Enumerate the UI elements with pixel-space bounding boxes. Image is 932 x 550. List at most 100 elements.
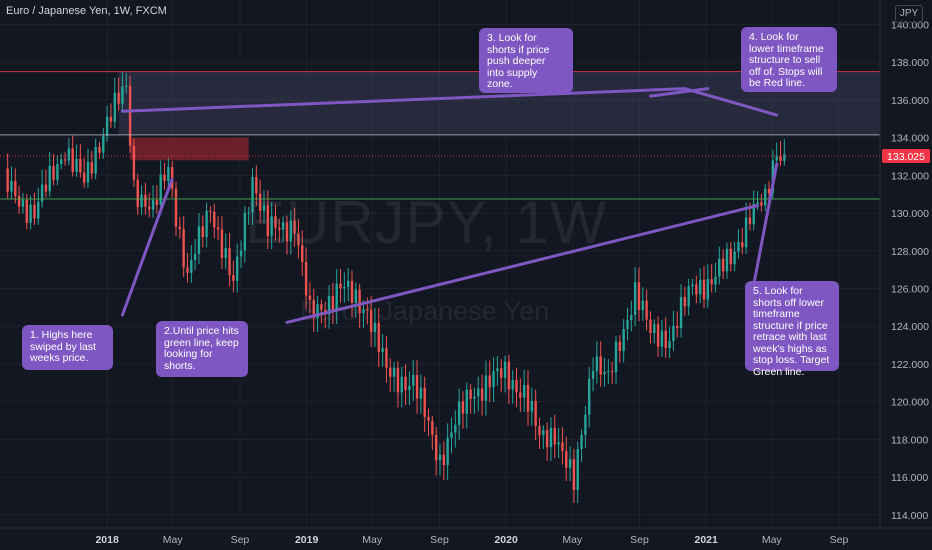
- candle-body: [258, 193, 262, 211]
- y-tick-label: 114.000: [891, 510, 928, 522]
- note-1[interactable]: 1. Highs here swiped by last weeks price…: [22, 325, 113, 370]
- candle-body: [56, 164, 59, 180]
- candle-body: [350, 280, 354, 303]
- candle-body: [316, 304, 319, 319]
- candle-body: [492, 371, 495, 388]
- candle-body: [465, 389, 468, 414]
- candle-body: [197, 226, 201, 254]
- y-tick-label: 122.000: [891, 359, 929, 371]
- candle-body: [679, 297, 683, 328]
- candle-body: [760, 202, 763, 206]
- annotation-line: [752, 162, 779, 287]
- candle-body: [125, 85, 128, 87]
- candle-body: [764, 188, 767, 206]
- candle-body: [128, 85, 132, 146]
- candle-body: [205, 210, 208, 238]
- candle-body: [381, 348, 384, 352]
- candle-body: [148, 206, 151, 210]
- candle-body: [220, 229, 224, 258]
- candle-body: [580, 435, 583, 449]
- y-tick-label: 118.000: [891, 434, 928, 446]
- candle-body: [98, 146, 101, 153]
- candle-body: [756, 202, 759, 204]
- candle-body: [423, 387, 426, 417]
- candle-body: [63, 159, 67, 161]
- candle-body: [779, 155, 782, 161]
- x-tick-label: Sep: [630, 534, 649, 546]
- candle-body: [461, 401, 465, 414]
- candle-body: [480, 388, 484, 401]
- note-2[interactable]: 2.Until price hits green line, keep look…: [156, 321, 248, 377]
- candle-body: [775, 155, 778, 161]
- candle-body: [415, 375, 419, 399]
- currency-button[interactable]: JPY: [895, 5, 923, 23]
- candle-body: [752, 203, 755, 225]
- candle-body: [660, 330, 664, 347]
- candle-body: [683, 297, 687, 307]
- candle-body: [385, 348, 388, 368]
- candle-body: [737, 242, 740, 252]
- y-axis-panel: [880, 0, 932, 550]
- y-tick-label: 126.000: [891, 284, 929, 296]
- candle-body: [431, 420, 434, 435]
- x-tick-label: 2019: [295, 534, 319, 546]
- candle-body: [653, 324, 656, 333]
- y-tick-label: 116.000: [891, 472, 928, 484]
- candle-body: [588, 378, 591, 415]
- candle-body: [21, 199, 25, 207]
- candle-body: [649, 319, 652, 333]
- candle-body: [178, 226, 182, 229]
- candle-body: [576, 448, 579, 490]
- candle-body: [228, 248, 231, 276]
- candle-body: [308, 295, 312, 301]
- candle-body: [519, 392, 522, 398]
- candle-body: [293, 220, 296, 234]
- candle-body: [213, 211, 216, 228]
- candle-body: [503, 361, 507, 378]
- candle-body: [48, 165, 51, 192]
- note-3[interactable]: 3. Look for shorts if price push deeper …: [479, 28, 573, 93]
- candle-body: [610, 371, 614, 373]
- candle-body: [691, 284, 694, 287]
- candle-body: [641, 300, 644, 310]
- candle-body: [281, 222, 285, 230]
- candle-body: [262, 205, 266, 211]
- candle-body: [607, 371, 610, 373]
- candle-body: [687, 286, 690, 307]
- candle-body: [664, 330, 667, 348]
- candle-body: [304, 262, 308, 296]
- note-5[interactable]: 5. Look for shorts off lower timeframe s…: [745, 281, 839, 377]
- candle-body: [155, 200, 159, 206]
- annotation-line: [683, 87, 779, 117]
- candle-body: [182, 228, 185, 268]
- y-tick-label: 136.000: [891, 95, 929, 107]
- candle-body: [270, 216, 273, 237]
- candle-body: [668, 341, 671, 348]
- candle-body: [327, 296, 331, 315]
- candle-body: [159, 174, 162, 206]
- candle-body: [396, 367, 400, 393]
- symbol-title[interactable]: Euro / Japanese Yen, 1W, FXCM: [6, 5, 167, 17]
- candle-body: [538, 426, 541, 436]
- annotation-line: [120, 177, 174, 317]
- candle-body: [52, 165, 55, 180]
- candle-body: [733, 251, 736, 265]
- note-4[interactable]: 4. Look for lower timeframe structure to…: [741, 27, 837, 92]
- candle-body: [500, 368, 503, 378]
- candle-body: [645, 300, 648, 320]
- candle-body: [729, 248, 732, 265]
- candle-body: [6, 168, 9, 192]
- candle-body: [484, 375, 488, 401]
- candle-body: [477, 388, 480, 397]
- candle-body: [377, 322, 380, 352]
- candle-body: [14, 180, 17, 197]
- candle-body: [748, 217, 752, 225]
- candle-body: [637, 282, 641, 310]
- candle-body: [389, 367, 392, 377]
- candle-body: [67, 148, 71, 161]
- price-label-box: [882, 149, 930, 164]
- candle-body: [132, 145, 136, 180]
- candle-body: [335, 283, 338, 310]
- x-tick-label: May: [362, 534, 383, 546]
- candle-body: [741, 242, 744, 248]
